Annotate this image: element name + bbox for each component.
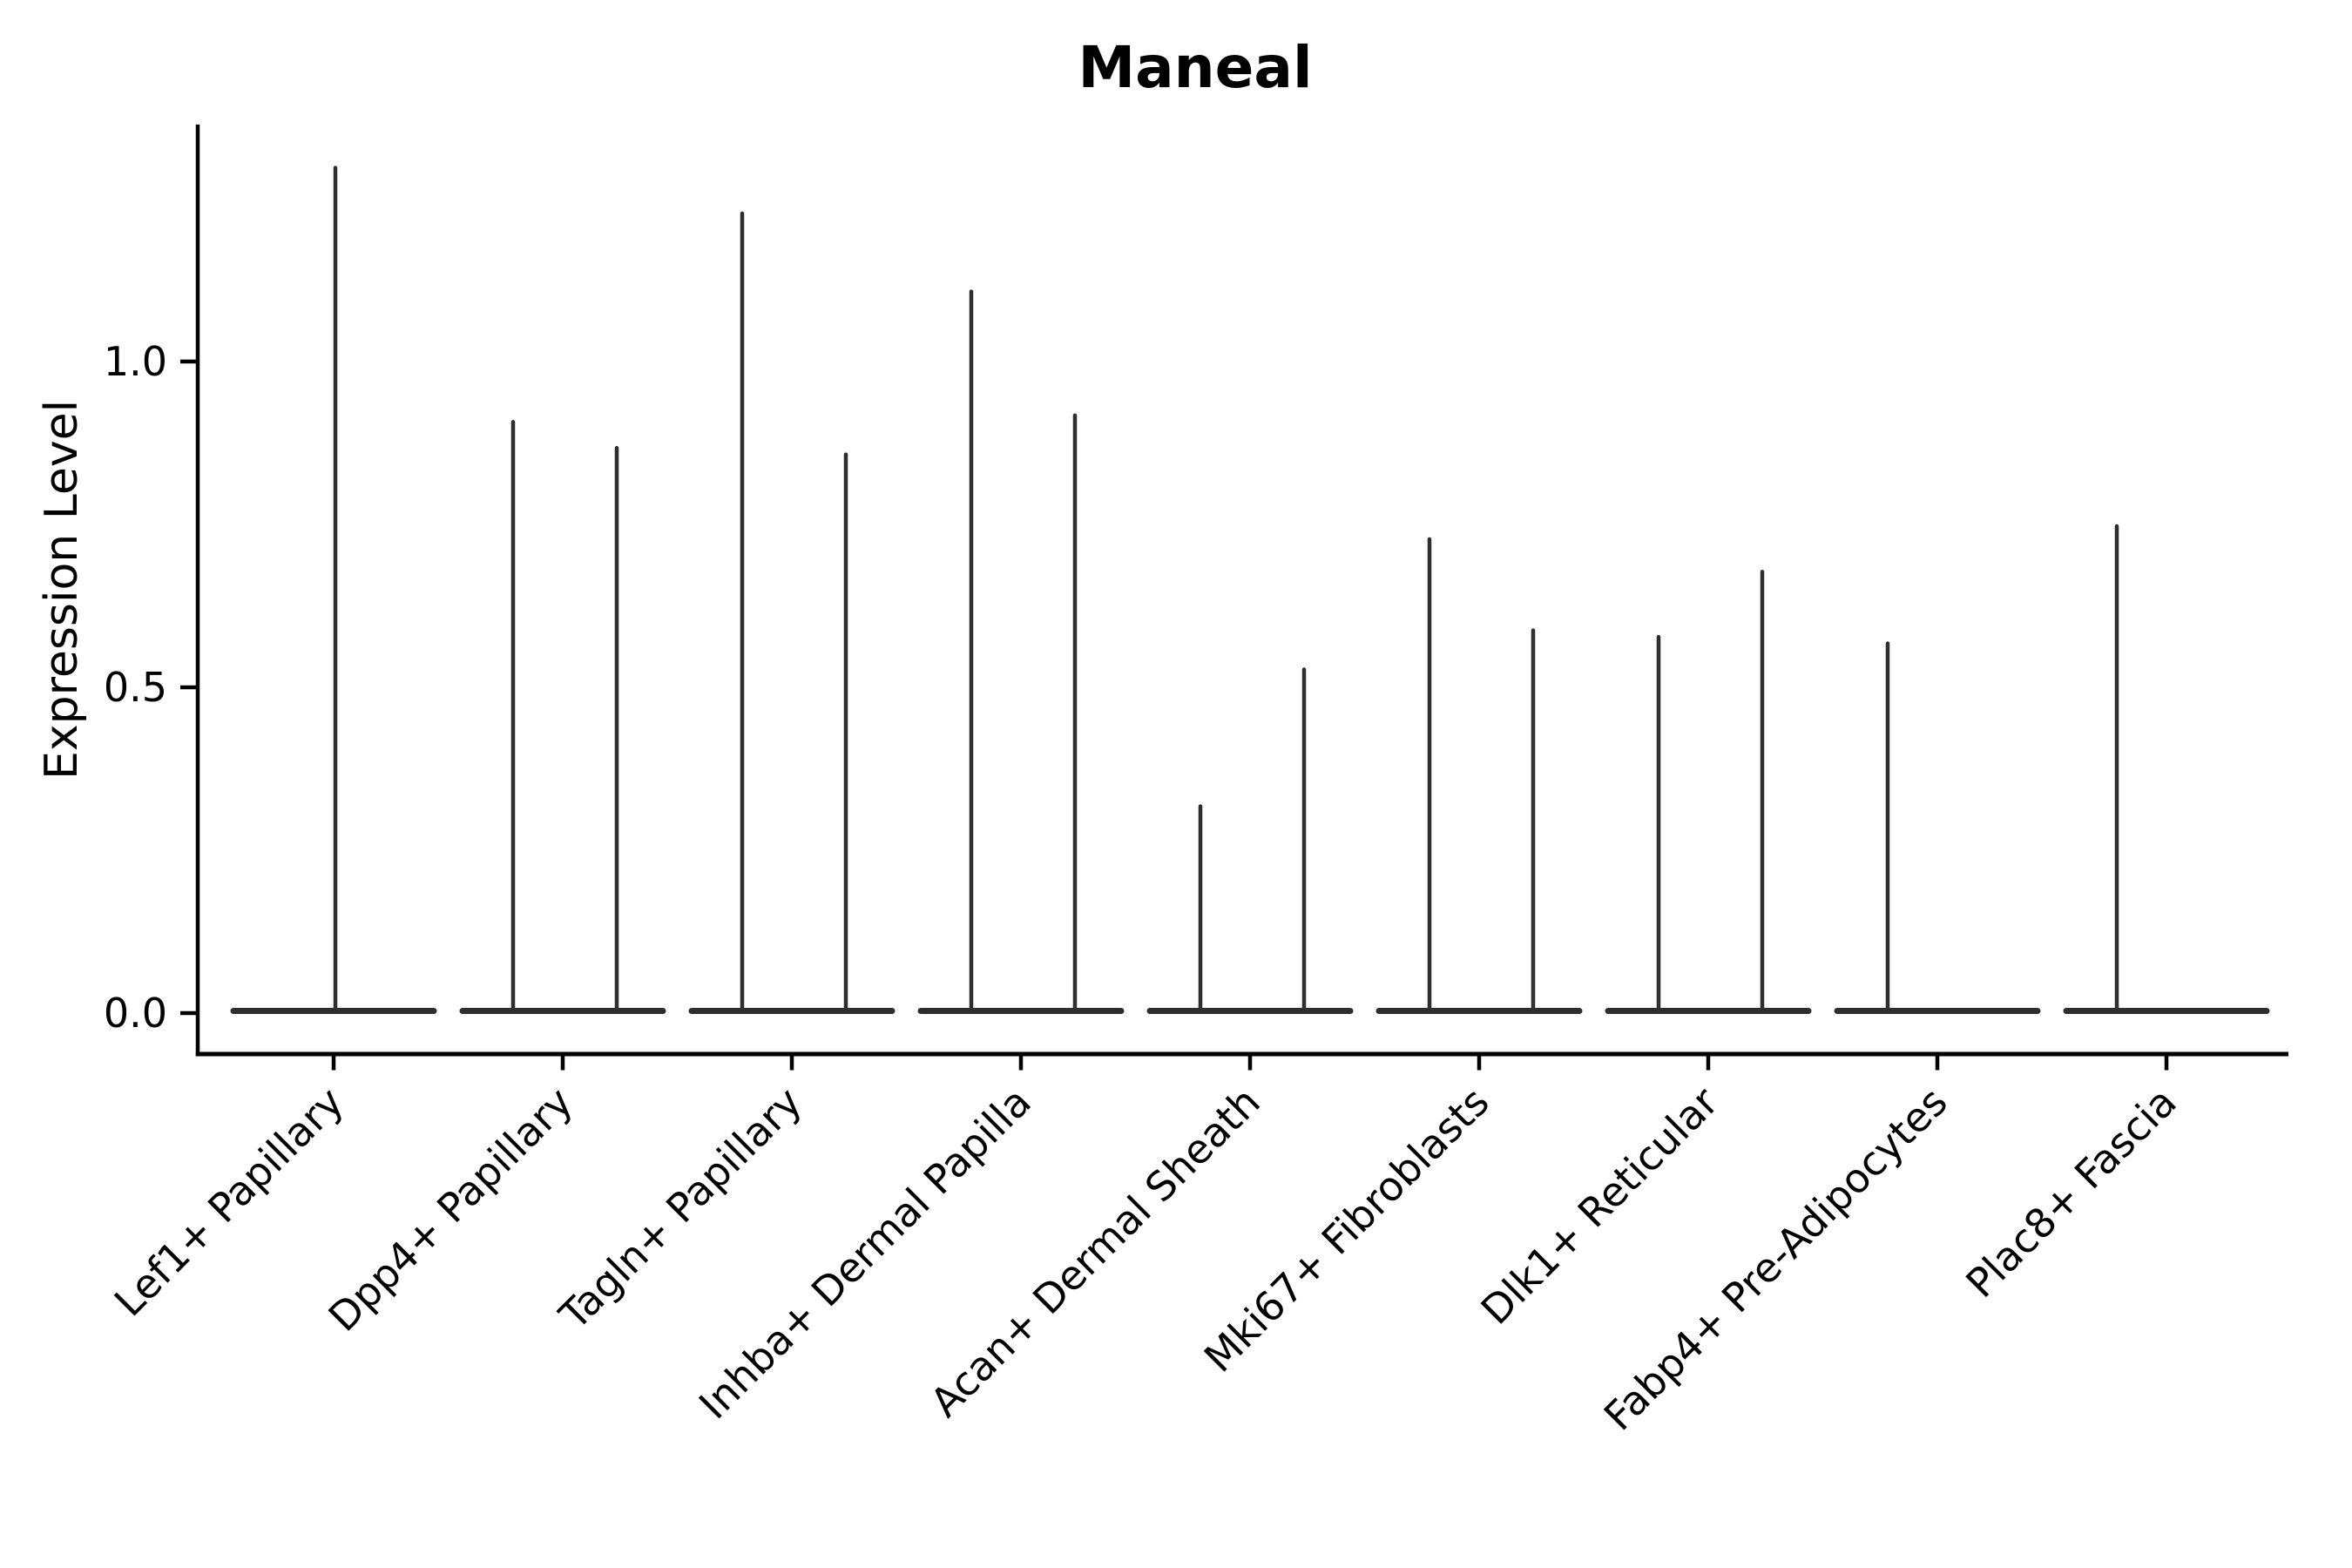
axes-spines [195, 125, 2288, 1057]
x-tick-label: Dlk1+ Reticular [1472, 1078, 1727, 1334]
x-tick-label: Tagln+ Papillary [550, 1078, 811, 1340]
x-tick-label: Dpp4+ Papillary [320, 1078, 582, 1341]
y-axis-group: 0.0 0.5 1.0 [104, 338, 198, 1037]
y-tick-label: 0.0 [104, 990, 167, 1037]
x-tick-label: Plac8+ Fascia [1957, 1078, 2185, 1307]
y-axis-label: Expression Level [36, 400, 88, 780]
y-tick-label: 1.0 [104, 338, 167, 385]
x-tick-label: Lef1+ Papillary [105, 1078, 353, 1326]
violins-group [230, 166, 2270, 1014]
y-tick-label: 0.5 [104, 664, 167, 711]
chart-title: Maneal [1078, 34, 1312, 101]
